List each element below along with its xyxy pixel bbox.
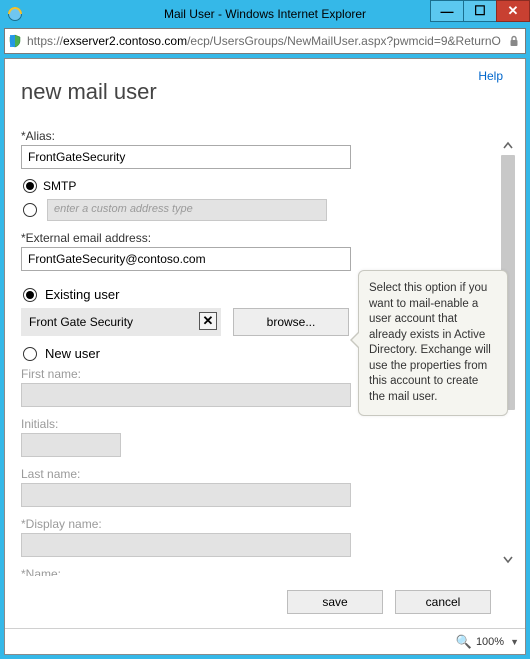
smtp-label: SMTP — [43, 179, 76, 193]
picked-user-name: Front Gate Security — [29, 315, 133, 329]
picked-user-box: Front Gate Security ✕ — [21, 308, 221, 336]
window-frame: Mail User - Windows Internet Explorer — … — [0, 0, 530, 659]
external-email-input[interactable] — [21, 247, 351, 271]
ie-icon — [6, 5, 24, 23]
initials-label: Initials: — [21, 417, 491, 431]
tooltip-text: Select this option if you want to mail-e… — [369, 282, 491, 403]
display-name-input — [21, 533, 351, 557]
url-text: https://exserver2.contoso.com/ecp/UsersG… — [25, 34, 503, 48]
maximize-button[interactable]: ☐ — [463, 0, 497, 22]
last-name-label: Last name: — [21, 467, 491, 481]
address-bar[interactable]: https://exserver2.contoso.com/ecp/UsersG… — [4, 28, 526, 54]
save-button[interactable]: save — [287, 590, 383, 614]
first-name-input — [21, 383, 351, 407]
initials-input — [21, 433, 121, 457]
custom-type-input: enter a custom address type — [47, 199, 327, 221]
status-bar: 🔍 100% ▼ — [5, 628, 525, 654]
minimize-button[interactable]: — — [430, 0, 464, 22]
title-bar[interactable]: Mail User - Windows Internet Explorer — … — [0, 0, 530, 28]
existing-user-radio[interactable] — [23, 288, 37, 302]
new-user-radio[interactable] — [23, 347, 37, 361]
help-link[interactable]: Help — [478, 69, 503, 83]
lock-icon — [503, 35, 525, 47]
security-shield-icon — [5, 34, 25, 48]
display-name-label: *Display name: — [21, 517, 491, 531]
clear-user-button[interactable]: ✕ — [199, 312, 217, 330]
close-button[interactable]: ✕ — [496, 0, 530, 22]
zoom-dropdown-icon[interactable]: ▼ — [510, 637, 519, 647]
name-label: *Name: — [21, 567, 491, 576]
browse-button[interactable]: browse... — [233, 308, 349, 336]
alias-label: *Alias: — [21, 129, 491, 143]
tooltip-callout: Select this option if you want to mail-e… — [358, 270, 508, 416]
smtp-radio[interactable] — [23, 179, 37, 193]
scroll-down-icon[interactable] — [499, 550, 517, 568]
existing-user-label: Existing user — [45, 287, 119, 302]
page-title: new mail user — [21, 79, 509, 105]
custom-type-radio[interactable] — [23, 203, 37, 217]
external-email-label: *External email address: — [21, 231, 491, 245]
cancel-button[interactable]: cancel — [395, 590, 491, 614]
last-name-input — [21, 483, 351, 507]
new-user-label: New user — [45, 346, 100, 361]
zoom-level: 100% — [476, 636, 504, 648]
scroll-up-icon[interactable] — [499, 137, 517, 155]
zoom-icon[interactable]: 🔍 — [456, 634, 472, 650]
alias-input[interactable] — [21, 145, 351, 169]
